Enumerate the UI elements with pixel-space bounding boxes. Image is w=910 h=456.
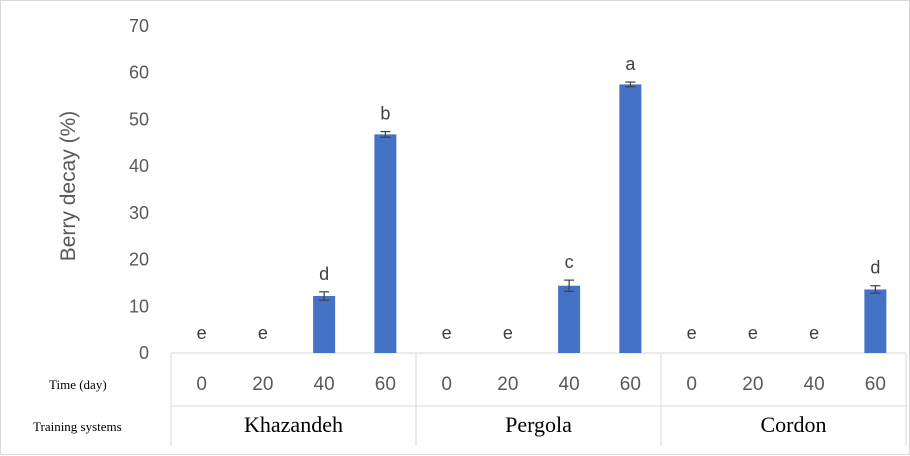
y-axis-label: Berry decay (%) — [57, 111, 80, 262]
x-tick-label: 0 — [196, 374, 207, 395]
group-label: Pergola — [505, 412, 572, 437]
significance-letter: d — [319, 264, 329, 284]
y-tick-label: 70 — [129, 16, 149, 36]
y-tick-label: 50 — [129, 109, 149, 129]
significance-letter: c — [565, 252, 574, 272]
significance-letter: e — [809, 323, 819, 343]
row-label-time: Time (day) — [49, 377, 107, 392]
x-tick-label: 0 — [686, 374, 697, 395]
y-tick-label: 10 — [129, 296, 149, 316]
bar — [619, 84, 642, 354]
bar — [558, 285, 581, 353]
x-tick-label: 0 — [441, 374, 452, 395]
group-label: Khazandeh — [244, 412, 343, 437]
significance-letter: e — [442, 323, 452, 343]
y-tick-label: 60 — [129, 63, 149, 83]
x-tick-label: 40 — [804, 374, 825, 395]
significance-letter: d — [870, 258, 880, 278]
group-label: Cordon — [761, 412, 827, 437]
bar — [864, 289, 887, 353]
x-tick-label: 20 — [497, 374, 518, 395]
significance-letter: e — [258, 323, 268, 343]
y-tick-label: 0 — [139, 343, 149, 363]
row-label-training-systems: Training systems — [33, 419, 122, 434]
x-tick-label: 40 — [314, 374, 335, 395]
y-tick-label: 20 — [129, 250, 149, 270]
y-tick-label: 30 — [129, 203, 149, 223]
plot-area: 0 10 20 30 40 50 60 70 0 e 20 e 40 d 60 b Khazandeh 0 e 20 e… — [129, 16, 907, 446]
x-tick-label: 20 — [742, 374, 763, 395]
significance-letter: a — [625, 54, 636, 74]
significance-letter: e — [748, 323, 758, 343]
x-tick-label: 60 — [620, 374, 641, 395]
x-tick-label: 60 — [375, 374, 396, 395]
bar — [374, 134, 397, 353]
y-tick-label: 40 — [129, 156, 149, 176]
significance-letter: e — [687, 323, 697, 343]
x-tick-label: 60 — [865, 374, 886, 395]
significance-letter: e — [197, 323, 207, 343]
x-tick-label: 20 — [252, 374, 273, 395]
bar — [313, 296, 336, 353]
significance-letter: e — [503, 323, 513, 343]
x-tick-label: 40 — [559, 374, 580, 395]
significance-letter: b — [380, 104, 390, 124]
